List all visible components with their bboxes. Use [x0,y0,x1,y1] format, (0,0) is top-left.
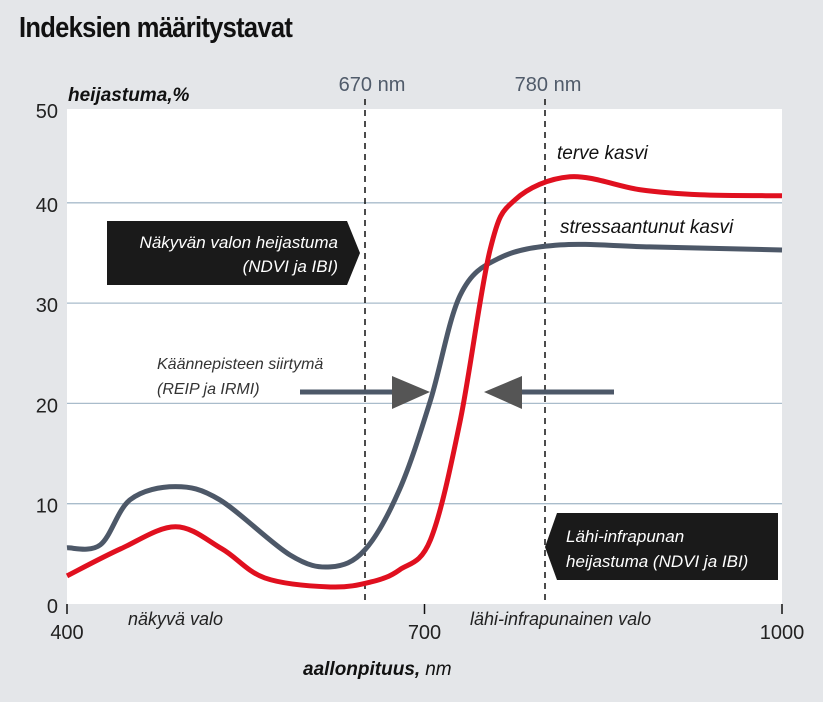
y-axis-label: heijastuma,% [68,85,190,106]
nir-box-line1: Lähi-infrapunan [566,527,684,546]
visible-reflectance-box [107,221,360,285]
y-tick-label: 20 [36,395,58,417]
x-axis-label-main: aallonpituus, [303,659,420,680]
marker-label-780: 780 nm [515,74,582,96]
y-tick-label: 0 [47,596,58,618]
shift-arrow-left-head [484,376,522,409]
shift-label-line1: Käännepisteen siirtymä [157,356,323,373]
y-tick-label: 10 [36,496,58,518]
series-label-healthy: terve kasvi [557,143,649,164]
nir-box-line2: heijastuma (NDVI ja IBI) [566,552,748,571]
visible-box-line1: Näkyvän valon heijastuma [140,233,338,252]
series-label-stressed: stressaantunut kasvi [560,217,734,238]
shift-arrow-right-head [392,376,430,409]
series-line-healthy [65,174,783,590]
shift-label-line2: (REIP ja IRMI) [157,381,260,398]
visible-box-line2: (NDVI ja IBI) [243,257,338,276]
chart-title: Indeksien määritystavat [19,12,293,44]
y-tick-label: 50 [36,101,58,123]
x-tick-label: 1000 [760,622,805,644]
x-tick-label: 400 [50,622,83,644]
x-axis-label-unit: nm [425,659,451,680]
y-tick-label: 30 [36,295,58,317]
visible-region-label: näkyvä valo [128,609,223,629]
series-line-stressed [66,241,783,570]
nir-reflectance-box [545,513,778,580]
nir-region-label: lähi-infrapunainen valo [470,609,651,629]
x-tick-label: 700 [408,622,441,644]
marker-label-670: 670 nm [339,74,406,96]
x-axis-label: aallonpituus, nm [303,659,452,680]
y-tick-label: 40 [36,195,58,217]
